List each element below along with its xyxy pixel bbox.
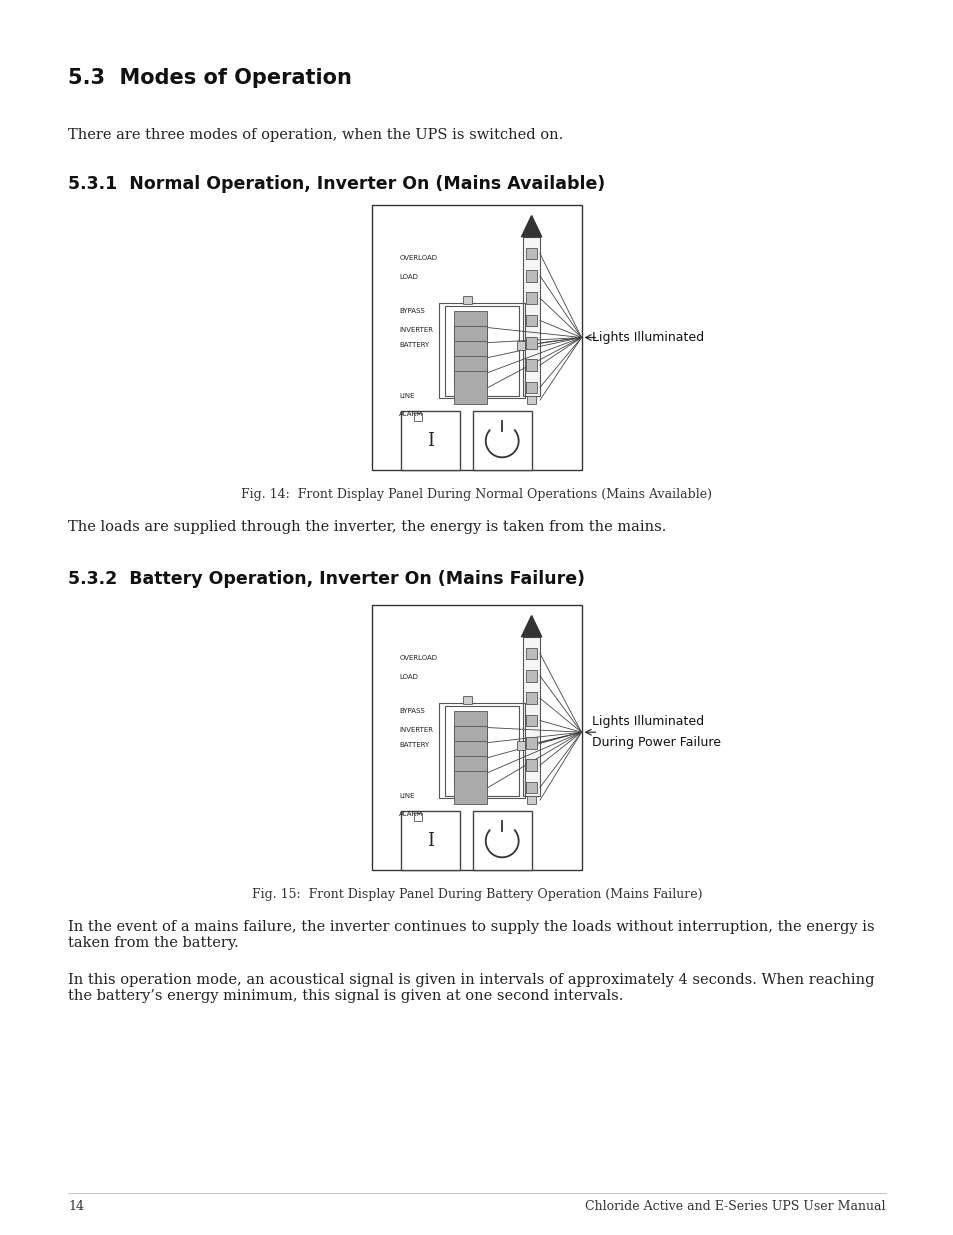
Text: The loads are supplied through the inverter, the energy is taken from the mains.: The loads are supplied through the inver… bbox=[68, 520, 666, 534]
Text: BYPASS: BYPASS bbox=[399, 708, 425, 714]
Text: LOAD: LOAD bbox=[399, 273, 417, 279]
Text: Fig. 14:  Front Display Panel During Normal Operations (Mains Available): Fig. 14: Front Display Panel During Norm… bbox=[241, 488, 712, 501]
Bar bbox=[525, 737, 537, 748]
Text: I: I bbox=[427, 832, 434, 850]
Bar bbox=[454, 311, 487, 345]
Bar bbox=[525, 248, 537, 259]
Bar bbox=[454, 341, 487, 374]
Bar bbox=[454, 711, 487, 743]
Text: 5.3  Modes of Operation: 5.3 Modes of Operation bbox=[68, 68, 352, 88]
Bar bbox=[473, 811, 531, 871]
Text: 14: 14 bbox=[68, 1200, 84, 1214]
Text: 5.3.1  Normal Operation, Inverter On (Mains Available): 5.3.1 Normal Operation, Inverter On (Mai… bbox=[68, 175, 604, 193]
Bar bbox=[522, 637, 539, 795]
Text: INVERTER: INVERTER bbox=[399, 326, 433, 332]
Bar bbox=[372, 605, 581, 869]
Text: Fig. 15:  Front Display Panel During Battery Operation (Mains Failure): Fig. 15: Front Display Panel During Batt… bbox=[252, 888, 701, 902]
Text: INVERTER: INVERTER bbox=[399, 726, 433, 732]
Bar bbox=[438, 703, 525, 799]
Bar bbox=[454, 726, 487, 760]
Text: During Power Failure: During Power Failure bbox=[592, 736, 720, 750]
Text: Lights Illuminated: Lights Illuminated bbox=[592, 715, 703, 729]
Bar bbox=[414, 813, 422, 821]
Bar bbox=[525, 782, 537, 793]
Text: In the event of a mains failure, the inverter continues to supply the loads with: In the event of a mains failure, the inv… bbox=[68, 920, 874, 950]
Bar bbox=[517, 341, 525, 350]
Bar bbox=[438, 303, 525, 399]
Text: LOAD: LOAD bbox=[399, 673, 417, 679]
Bar bbox=[525, 760, 537, 771]
Polygon shape bbox=[521, 615, 541, 637]
Bar bbox=[525, 671, 537, 682]
Text: BYPASS: BYPASS bbox=[399, 308, 425, 314]
Text: OVERLOAD: OVERLOAD bbox=[399, 254, 436, 261]
Bar bbox=[445, 306, 518, 395]
Bar bbox=[525, 359, 537, 370]
Bar bbox=[445, 705, 518, 795]
Bar bbox=[525, 315, 537, 326]
Bar bbox=[527, 795, 536, 804]
Bar bbox=[463, 697, 471, 704]
Bar bbox=[525, 270, 537, 282]
Bar bbox=[401, 411, 459, 471]
Bar bbox=[454, 772, 487, 804]
Bar bbox=[527, 395, 536, 404]
Bar bbox=[522, 237, 539, 395]
Text: BATTERY: BATTERY bbox=[399, 342, 429, 348]
Bar bbox=[372, 205, 581, 471]
Text: OVERLOAD: OVERLOAD bbox=[399, 655, 436, 661]
Text: I: I bbox=[427, 432, 434, 450]
Bar bbox=[401, 811, 459, 871]
Bar bbox=[463, 296, 471, 304]
Bar bbox=[525, 382, 537, 393]
Bar bbox=[454, 756, 487, 789]
Bar bbox=[454, 372, 487, 404]
Text: LINE: LINE bbox=[399, 393, 415, 399]
Bar bbox=[525, 293, 537, 304]
Bar bbox=[473, 411, 531, 471]
Bar bbox=[525, 647, 537, 659]
Bar bbox=[525, 337, 537, 348]
Bar bbox=[414, 412, 422, 421]
Bar bbox=[454, 741, 487, 774]
Text: BATTERY: BATTERY bbox=[399, 742, 429, 748]
Text: ALARM: ALARM bbox=[399, 811, 423, 818]
Polygon shape bbox=[521, 216, 541, 237]
Text: Lights Illuminated: Lights Illuminated bbox=[592, 331, 703, 345]
Text: LINE: LINE bbox=[399, 793, 415, 799]
Bar bbox=[517, 741, 525, 750]
Text: In this operation mode, an acoustical signal is given in intervals of approximat: In this operation mode, an acoustical si… bbox=[68, 973, 874, 1003]
Bar bbox=[525, 693, 537, 704]
Text: There are three modes of operation, when the UPS is switched on.: There are three modes of operation, when… bbox=[68, 128, 562, 142]
Text: Chloride Active and E-Series UPS User Manual: Chloride Active and E-Series UPS User Ma… bbox=[585, 1200, 885, 1214]
Bar bbox=[454, 326, 487, 359]
Text: ALARM: ALARM bbox=[399, 411, 423, 417]
Bar bbox=[454, 356, 487, 389]
Text: 5.3.2  Battery Operation, Inverter On (Mains Failure): 5.3.2 Battery Operation, Inverter On (Ma… bbox=[68, 571, 584, 588]
Bar bbox=[525, 715, 537, 726]
